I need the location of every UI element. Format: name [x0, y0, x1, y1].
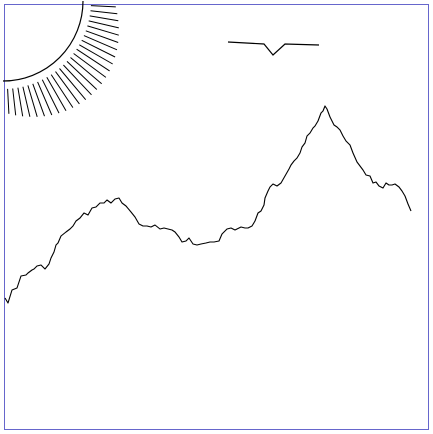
sun-ray [88, 20, 119, 29]
drawing-frame [4, 4, 429, 430]
sun-ray [12, 88, 17, 116]
sun-ray [50, 74, 74, 108]
sun-ray [37, 81, 53, 116]
sun-ray [41, 79, 60, 114]
sun-ray [73, 53, 107, 78]
bird-icon [227, 41, 320, 56]
sun-ray [17, 87, 24, 117]
sun-ray [7, 88, 10, 114]
sun-ray [22, 86, 31, 117]
sun-ray [66, 61, 98, 90]
sun-ray [90, 10, 118, 15]
sun-ray [83, 35, 118, 51]
sun-ray [46, 77, 67, 111]
sun-ray [59, 68, 87, 101]
sun-ray [76, 48, 110, 72]
sun-ray [27, 85, 38, 117]
sun-disc-outline [2, 0, 84, 82]
sun-ray [55, 71, 80, 105]
sun-ray [85, 30, 119, 43]
sun-ray [70, 57, 103, 85]
sun-ray [87, 25, 119, 36]
sun-ray [63, 64, 92, 96]
mountain-ridge [4, 105, 412, 304]
sun-ray [89, 15, 119, 22]
sun-icon [2, 0, 84, 82]
sun-ray [90, 5, 116, 8]
sun-rays [7, 5, 119, 117]
sun-ray [32, 83, 45, 117]
sun-ray [81, 39, 116, 58]
sun-ray [79, 44, 113, 65]
